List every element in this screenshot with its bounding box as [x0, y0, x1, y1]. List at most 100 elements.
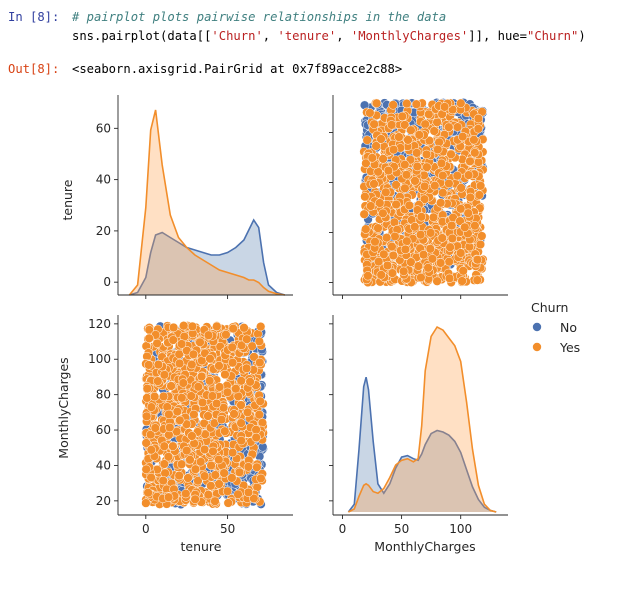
x-tick-label: 0	[142, 522, 150, 536]
scatter-point-yes	[199, 471, 210, 481]
scatter-point-yes	[463, 208, 473, 218]
scatter-point-yes	[187, 321, 198, 332]
scatter-point-yes	[414, 130, 424, 140]
scatter-point-yes	[456, 98, 466, 108]
scatter-point-yes	[469, 135, 479, 145]
scatter-point-yes	[164, 409, 174, 420]
scatter-point-yes	[243, 487, 254, 498]
scatter-point-yes	[391, 180, 401, 190]
scatter-point-yes	[410, 222, 420, 232]
scatter-point-yes	[402, 236, 412, 246]
code-line[interactable]: sns.pairplot(data[['Churn', 'tenure', 'M…	[72, 29, 586, 43]
scatter-point-yes	[203, 330, 214, 340]
scatter-point-yes	[421, 149, 432, 160]
scatter-point-yes	[376, 134, 386, 144]
input-prompt: In [8]:	[8, 10, 60, 24]
scatter-point-yes	[410, 176, 420, 186]
y-tick-label: 20	[96, 494, 111, 508]
scatter-point-yes	[256, 473, 266, 484]
scatter-point-yes	[175, 415, 185, 425]
scatter-point-yes	[220, 426, 230, 436]
y-tick-label: 60	[96, 121, 111, 135]
scatter-point-yes	[424, 109, 434, 119]
scatter-panel-upper	[359, 98, 488, 288]
scatter-point-yes	[172, 406, 182, 417]
scatter-point-yes	[159, 459, 169, 469]
scatter-point-yes	[197, 397, 208, 408]
scatter-panel-lower	[141, 321, 268, 510]
scatter-point-yes	[242, 407, 253, 417]
scatter-point-yes	[447, 220, 457, 231]
scatter-point-yes	[460, 222, 470, 232]
scatter-point-yes	[401, 170, 412, 180]
scatter-point-yes	[379, 249, 389, 259]
scatter-point-yes	[150, 423, 160, 433]
scatter-point-yes	[383, 165, 394, 176]
scatter-point-yes	[375, 198, 385, 208]
scatter-point-yes	[193, 382, 203, 392]
scatter-point-yes	[436, 158, 447, 168]
scatter-point-yes	[183, 473, 193, 483]
y-tick-label: 60	[96, 423, 111, 437]
scatter-point-yes	[176, 339, 187, 349]
scatter-point-yes	[433, 144, 443, 155]
scatter-point-yes	[473, 113, 484, 124]
scatter-point-yes	[458, 131, 468, 142]
scatter-point-yes	[444, 178, 454, 189]
scatter-point-yes	[430, 181, 440, 191]
scatter-point-yes	[390, 231, 400, 242]
scatter-point-yes	[452, 171, 462, 181]
scatter-point-yes	[255, 396, 265, 406]
scatter-point-yes	[444, 257, 454, 267]
scatter-point-yes	[359, 209, 369, 219]
scatter-point-yes	[242, 334, 252, 344]
scatter-point-yes	[360, 192, 370, 202]
scatter-point-yes	[256, 321, 266, 332]
code-token: sns.pairplot(data[[	[72, 29, 212, 43]
scatter-point-yes	[141, 498, 151, 508]
scatter-point-yes	[255, 357, 265, 368]
scatter-point-yes	[206, 481, 216, 491]
scatter-point-yes	[475, 239, 486, 250]
scatter-point-yes	[369, 119, 379, 129]
scatter-point-yes	[146, 445, 156, 455]
scatter-point-yes	[187, 431, 197, 441]
scatter-point-yes	[411, 99, 422, 109]
scatter-point-yes	[391, 199, 401, 210]
scatter-point-yes	[212, 321, 222, 332]
scatter-point-yes	[144, 333, 154, 343]
x-tick-label: 50	[394, 522, 409, 536]
scatter-point-yes	[185, 455, 195, 465]
scatter-point-yes	[374, 256, 384, 267]
scatter-point-yes	[214, 382, 225, 392]
scatter-point-yes	[227, 358, 238, 368]
scatter-point-yes	[458, 266, 468, 276]
scatter-point-yes	[249, 493, 259, 504]
scatter-point-yes	[436, 198, 446, 208]
scatter-point-yes	[456, 248, 466, 258]
scatter-point-yes	[243, 462, 254, 472]
scatter-point-yes	[477, 231, 487, 241]
code-string: 'MonthlyCharges'	[350, 29, 469, 43]
scatter-point-yes	[210, 496, 220, 506]
scatter-point-yes	[362, 135, 372, 145]
scatter-point-yes	[229, 409, 239, 419]
scatter-point-yes	[239, 323, 249, 333]
scatter-point-yes	[463, 170, 474, 180]
scatter-point-yes	[221, 330, 231, 340]
ylabel-monthlycharges: MonthlyCharges	[56, 357, 71, 458]
code-token: ,	[336, 29, 351, 43]
scatter-point-yes	[472, 255, 483, 265]
scatter-point-yes	[470, 221, 480, 231]
scatter-point-yes	[400, 160, 410, 170]
scatter-point-yes	[220, 369, 230, 380]
scatter-point-yes	[233, 489, 243, 499]
scatter-point-yes	[432, 276, 442, 286]
scatter-point-yes	[445, 242, 455, 252]
scatter-point-yes	[387, 268, 398, 278]
scatter-point-yes	[249, 352, 259, 362]
scatter-point-yes	[236, 376, 246, 386]
scatter-point-yes	[429, 126, 439, 136]
legend: Churn No Yes	[531, 300, 580, 355]
kde-line-no	[347, 377, 497, 513]
